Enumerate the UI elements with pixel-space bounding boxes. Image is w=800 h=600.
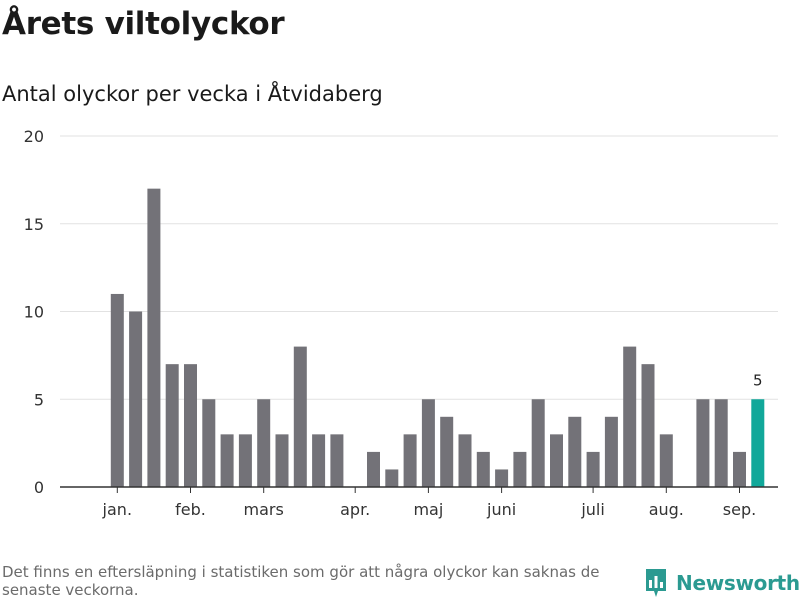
bar xyxy=(220,434,234,487)
bar xyxy=(696,399,710,487)
bar xyxy=(257,399,271,487)
data-labels: 5 xyxy=(753,371,763,389)
bar xyxy=(110,293,124,487)
y-tick-label: 0 xyxy=(34,478,44,497)
bar xyxy=(403,434,417,487)
data-label: 5 xyxy=(753,371,763,389)
bar xyxy=(367,451,380,487)
x-tick-label: apr. xyxy=(340,500,370,519)
bar xyxy=(275,434,289,487)
bar xyxy=(550,434,563,487)
bar xyxy=(586,451,600,487)
bar xyxy=(293,346,307,487)
x-tick-label: sep. xyxy=(723,500,756,519)
bar xyxy=(476,451,490,487)
bar xyxy=(458,434,472,487)
bar xyxy=(604,416,618,487)
y-tick-label: 10 xyxy=(24,303,44,322)
brand-logo: Newsworthy xyxy=(644,567,800,599)
y-axis-ticks: 0 5 10 15 20 xyxy=(24,127,44,497)
highlight-bar xyxy=(751,399,765,487)
chart-title: Årets viltolyckor xyxy=(2,6,285,42)
bar xyxy=(184,364,197,487)
bar xyxy=(531,399,545,487)
brand-name: Newsworthy xyxy=(676,571,800,595)
bar xyxy=(568,416,582,487)
bar xyxy=(421,399,435,487)
x-tick-label: feb. xyxy=(175,500,206,519)
bars xyxy=(110,188,765,487)
y-tick-label: 15 xyxy=(24,215,44,234)
x-axis: jan. feb. mars apr. maj juni juli aug. sep. xyxy=(60,486,778,519)
bar xyxy=(129,311,143,487)
bar xyxy=(733,451,746,487)
gridlines xyxy=(60,135,778,400)
bar xyxy=(513,451,527,487)
bar xyxy=(202,399,216,487)
bar xyxy=(623,346,637,487)
x-tick-label: jan. xyxy=(102,500,132,519)
bar xyxy=(238,434,252,487)
bar xyxy=(714,399,728,487)
bar xyxy=(659,434,673,487)
bar xyxy=(385,469,399,487)
bar xyxy=(641,364,655,487)
y-tick-label: 5 xyxy=(34,390,44,409)
x-tick-label: juni xyxy=(486,500,516,519)
chart-subtitle: Antal olyckor per vecka i Åtvidaberg xyxy=(2,82,383,106)
x-tick-label: mars xyxy=(244,500,284,519)
bar xyxy=(165,364,179,487)
y-tick-label: 20 xyxy=(24,127,44,146)
bar xyxy=(330,434,344,487)
x-tick-label: maj xyxy=(413,500,443,519)
x-tick-label: aug. xyxy=(649,500,684,519)
bar xyxy=(440,416,454,487)
bar xyxy=(147,188,161,487)
bar xyxy=(312,434,326,487)
newsworthy-logo-icon xyxy=(646,569,666,597)
x-tick-label: juli xyxy=(580,500,604,519)
footnote: Det finns en eftersläpning i statistiken… xyxy=(2,563,600,599)
bar xyxy=(495,469,509,487)
